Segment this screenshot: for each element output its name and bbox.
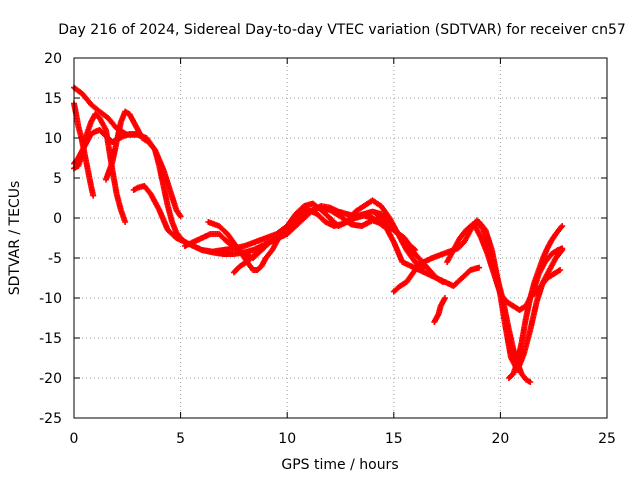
y-tick-label: -20 — [39, 371, 62, 387]
x-tick-label: 5 — [176, 431, 185, 447]
data-point — [412, 247, 419, 253]
data-point — [90, 192, 97, 199]
data-point — [559, 223, 566, 229]
data-layer — [71, 84, 566, 385]
x-tick-label: 10 — [278, 431, 296, 447]
y-tick-label: 5 — [53, 171, 62, 187]
data-point — [269, 237, 276, 244]
x-tick-label: 15 — [385, 431, 403, 447]
x-tick-label: 20 — [491, 431, 509, 447]
chart-title: Day 216 of 2024, Sidereal Day-to-day VTE… — [58, 22, 626, 38]
y-tick-label: 20 — [44, 51, 62, 67]
series-prn-b — [71, 100, 97, 199]
y-tick-label: -5 — [48, 251, 62, 267]
data-point — [122, 219, 129, 225]
grid — [74, 58, 607, 418]
x-tick-label: 25 — [598, 431, 616, 447]
series-prn-l — [431, 295, 448, 325]
series-prn-o — [505, 223, 566, 381]
series-prn-j — [373, 211, 483, 289]
y-tick-label: -25 — [39, 411, 62, 427]
plot-frame — [73, 57, 608, 419]
series-prn-i — [230, 237, 276, 276]
series-prn-h — [205, 197, 427, 273]
y-axis-label: SDTVAR / TECUs — [7, 181, 23, 296]
y-tick-label: 10 — [44, 131, 62, 147]
x-tick-label: 0 — [70, 431, 79, 447]
axes: 0 5 10 15 20 25 -25 -20 -15 -10 -5 0 5 10 15 20 — [39, 51, 616, 447]
data-point — [177, 213, 184, 220]
data-point — [527, 379, 534, 385]
y-tick-label: 0 — [53, 211, 62, 227]
data-point — [441, 295, 448, 301]
series-prn-p — [531, 267, 564, 297]
y-tick-label: -15 — [39, 331, 62, 347]
y-tick-label: 15 — [44, 91, 62, 107]
data-point — [559, 245, 566, 252]
x-axis-label: GPS time / hours — [281, 457, 398, 473]
y-tick-label: -10 — [39, 291, 62, 307]
data-point — [557, 267, 564, 273]
data-point — [476, 264, 483, 271]
